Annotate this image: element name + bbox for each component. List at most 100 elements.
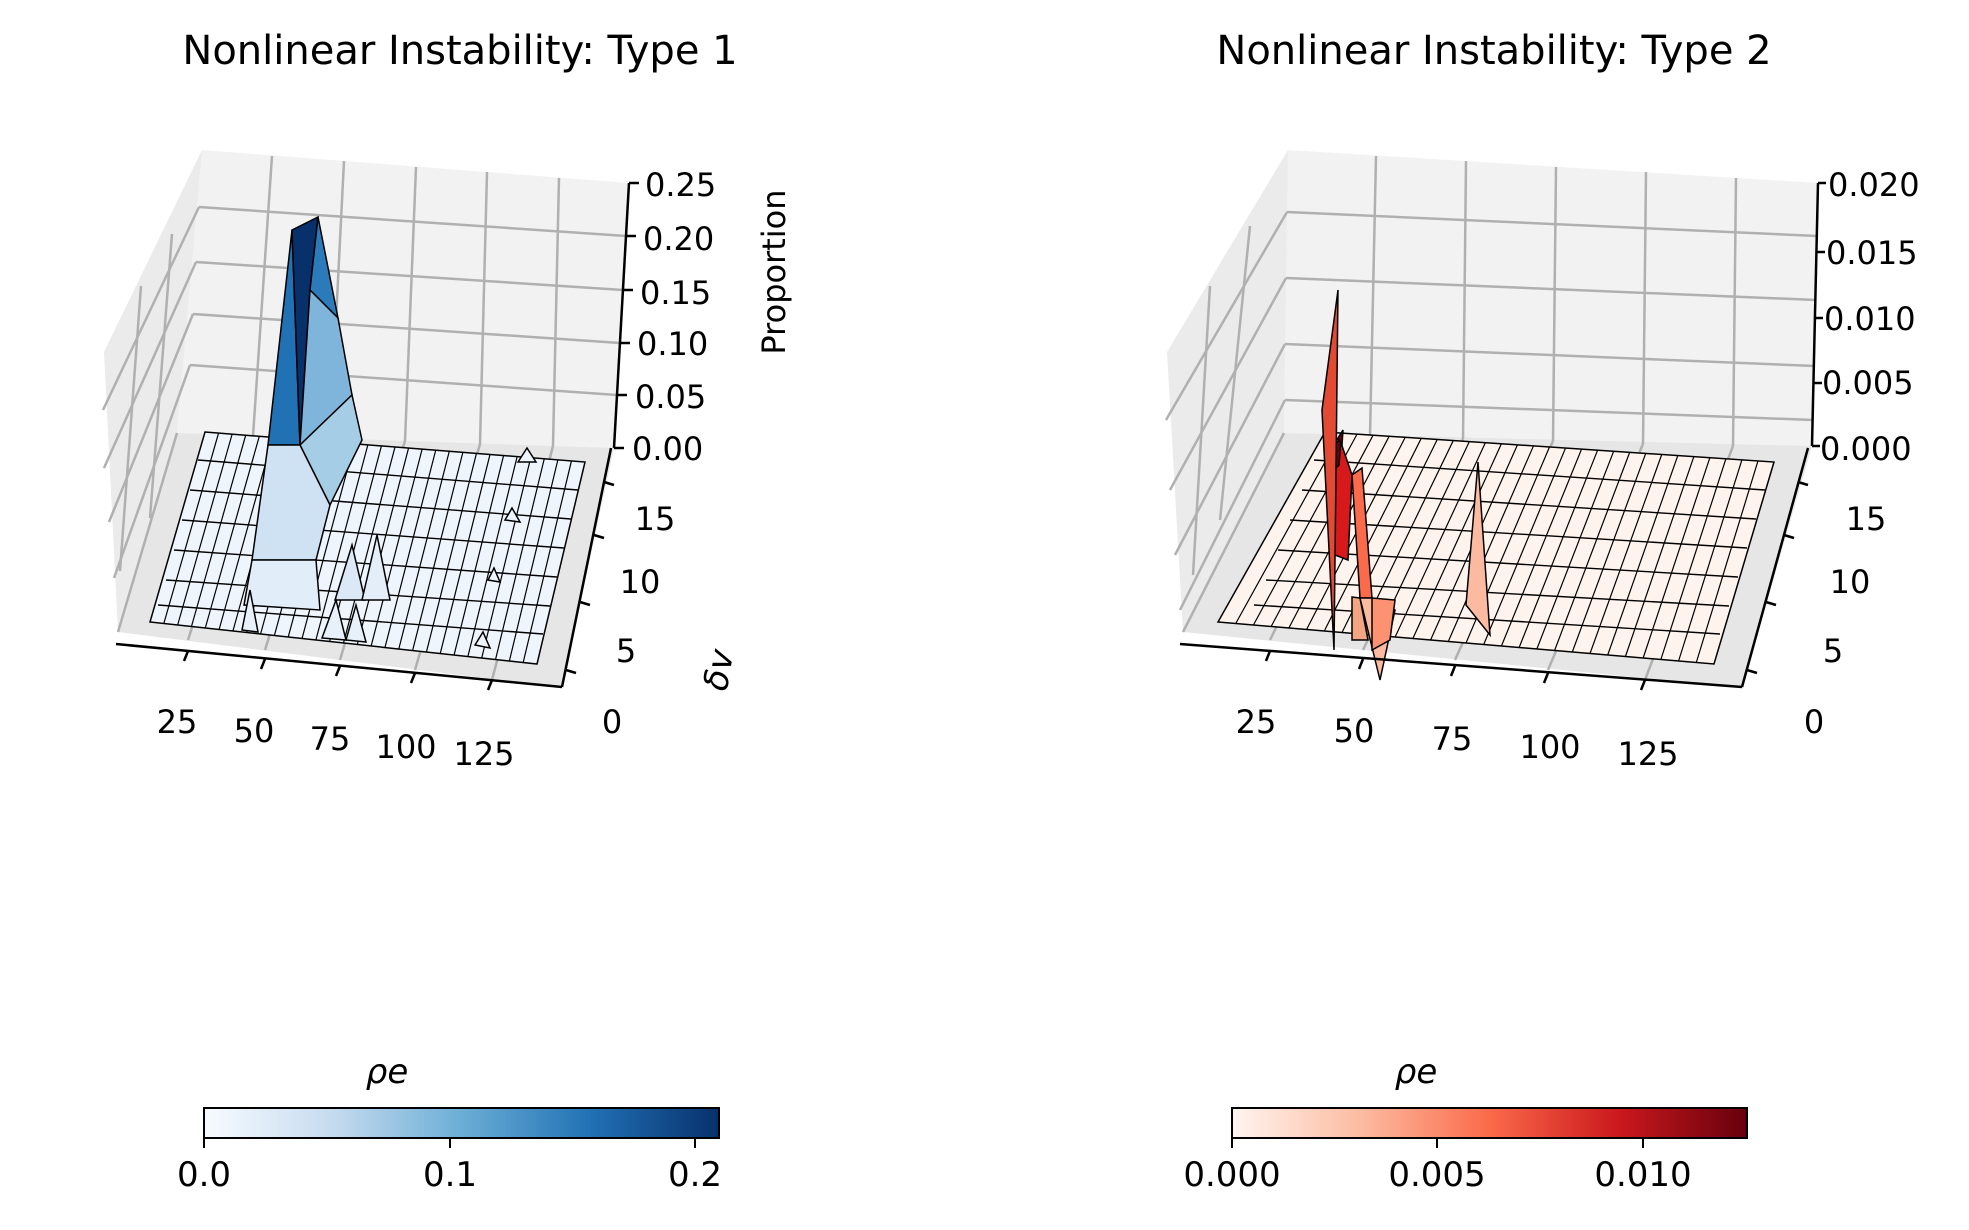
x-tick [1542, 672, 1550, 684]
panel-type-1: Nonlinear Instability: Type 1 [101, 28, 793, 1195]
x-tick [1449, 665, 1457, 677]
y-tick-label: 15 [1846, 500, 1887, 538]
x-tick-label: 125 [1617, 735, 1678, 773]
y-tick-label: 15 [635, 500, 676, 538]
mesh-column-line [522, 460, 573, 663]
colorbar-tick-label: 0.0 [177, 1155, 231, 1195]
z-tick-label: 0.15 [640, 274, 711, 312]
peak-stem-left [1321, 289, 1339, 651]
back-pane [177, 150, 629, 448]
back-pane [1284, 150, 1818, 446]
y-tick-label: 0 [602, 703, 622, 741]
left-pane [104, 150, 202, 632]
colorbar-tick-label: 0.1 [423, 1155, 477, 1195]
mesh-column-line [1536, 451, 1615, 650]
mesh-column-line [1270, 434, 1374, 627]
peak-second [1351, 596, 1369, 641]
mesh-column-line [1235, 432, 1342, 624]
colorbar [1231, 1107, 1748, 1139]
x-tick-label: 75 [310, 720, 351, 758]
mesh-column-line [467, 456, 518, 657]
y-tick-label: 0 [1804, 703, 1824, 741]
mesh-column-line [1412, 443, 1502, 639]
mesh-column-line [1323, 438, 1422, 632]
x-tick [1264, 650, 1272, 662]
peak-far-right-3 [486, 566, 502, 583]
peak-main-spike [1337, 429, 1344, 448]
z-tick-label: 0.20 [643, 220, 714, 258]
x-tick-label: 50 [1334, 712, 1375, 750]
colorbar-tick-label: 0.005 [1388, 1155, 1485, 1195]
colorbar-tick-label: 0.010 [1594, 1155, 1691, 1195]
mesh-column-line [1642, 457, 1711, 659]
mesh-column-line [1500, 448, 1583, 647]
y-tick-label: 10 [620, 563, 661, 601]
mesh-column-line [315, 444, 369, 641]
y-tick [1765, 600, 1777, 607]
mesh-column-line [370, 448, 423, 647]
mesh-column-line [481, 457, 532, 659]
axes-lines [1179, 182, 1820, 689]
z-tick-marks [614, 181, 639, 450]
x-axis-line [1179, 642, 1743, 689]
peak-side-4 [320, 597, 347, 641]
colorbar [203, 1107, 720, 1139]
mesh-column-line [1554, 452, 1631, 651]
peak-side-3 [241, 589, 259, 633]
z-tick-label: 0.015 [1826, 234, 1918, 272]
x-tick [1639, 679, 1647, 691]
y-axis-line [1740, 447, 1810, 688]
mesh-column-line [1607, 455, 1679, 656]
y-tick-marks [565, 480, 615, 675]
x-tick-label: 75 [1432, 720, 1473, 758]
y-axis-line [560, 447, 613, 688]
z-tick-label: 0.005 [1822, 364, 1914, 402]
x-tick [409, 672, 417, 684]
mesh-column-line [1571, 453, 1647, 653]
surface-mesh-columns [1235, 432, 1759, 663]
peak-front-low [243, 559, 321, 611]
panel-type-2: Nonlinear Instability: Type 2 [1164, 28, 1920, 1195]
y-tick [1746, 668, 1758, 675]
z-tick-label: 0.05 [635, 378, 706, 416]
mesh-column-line [1695, 460, 1759, 663]
y-tick-label: 5 [1823, 632, 1843, 670]
peak-front [251, 444, 331, 561]
x-tick-label: 50 [234, 712, 275, 750]
peak-side-1 [333, 542, 366, 601]
mesh-column-line [494, 458, 545, 660]
peak-far [1465, 461, 1491, 638]
mesh-column-line [1394, 442, 1486, 638]
z-axis-line [612, 182, 631, 449]
x-tick [259, 658, 267, 670]
colorbar-tick-label: 0.000 [1183, 1155, 1280, 1195]
z-tick-label: 0.020 [1828, 166, 1920, 204]
surface-peaks [241, 215, 538, 650]
z-tick-label: 0.25 [645, 166, 716, 204]
y-tick [579, 600, 591, 607]
mesh-column-line [1447, 445, 1535, 642]
mesh-column-line [439, 454, 491, 654]
x-tick-label: 100 [375, 728, 436, 766]
z-tick-label: 0.00 [632, 430, 703, 468]
x-tick-label: 25 [1236, 703, 1277, 741]
x-tick-marks [182, 650, 494, 691]
colorbar-ticks [1231, 1138, 1644, 1148]
mesh-column-line [177, 433, 233, 626]
y-tick [1797, 480, 1809, 487]
mesh-column-line [412, 452, 464, 651]
axes-lines [115, 182, 631, 689]
x-tick-label: 25 [157, 703, 198, 741]
x-tick [334, 665, 342, 677]
mesh-column-line [1483, 447, 1567, 645]
colorbar-label: ρe [1395, 1052, 1438, 1092]
z-tick-label: 0.10 [637, 325, 708, 363]
peak-side-2 [361, 534, 391, 601]
z-tick-label: 0.010 [1824, 300, 1916, 338]
mesh-column-line [1660, 458, 1727, 660]
mesh-column-line [356, 447, 410, 645]
y-tick [1783, 533, 1795, 540]
y-tick [593, 533, 605, 540]
mesh-column-line [1677, 459, 1743, 662]
x-tick [1357, 658, 1365, 670]
